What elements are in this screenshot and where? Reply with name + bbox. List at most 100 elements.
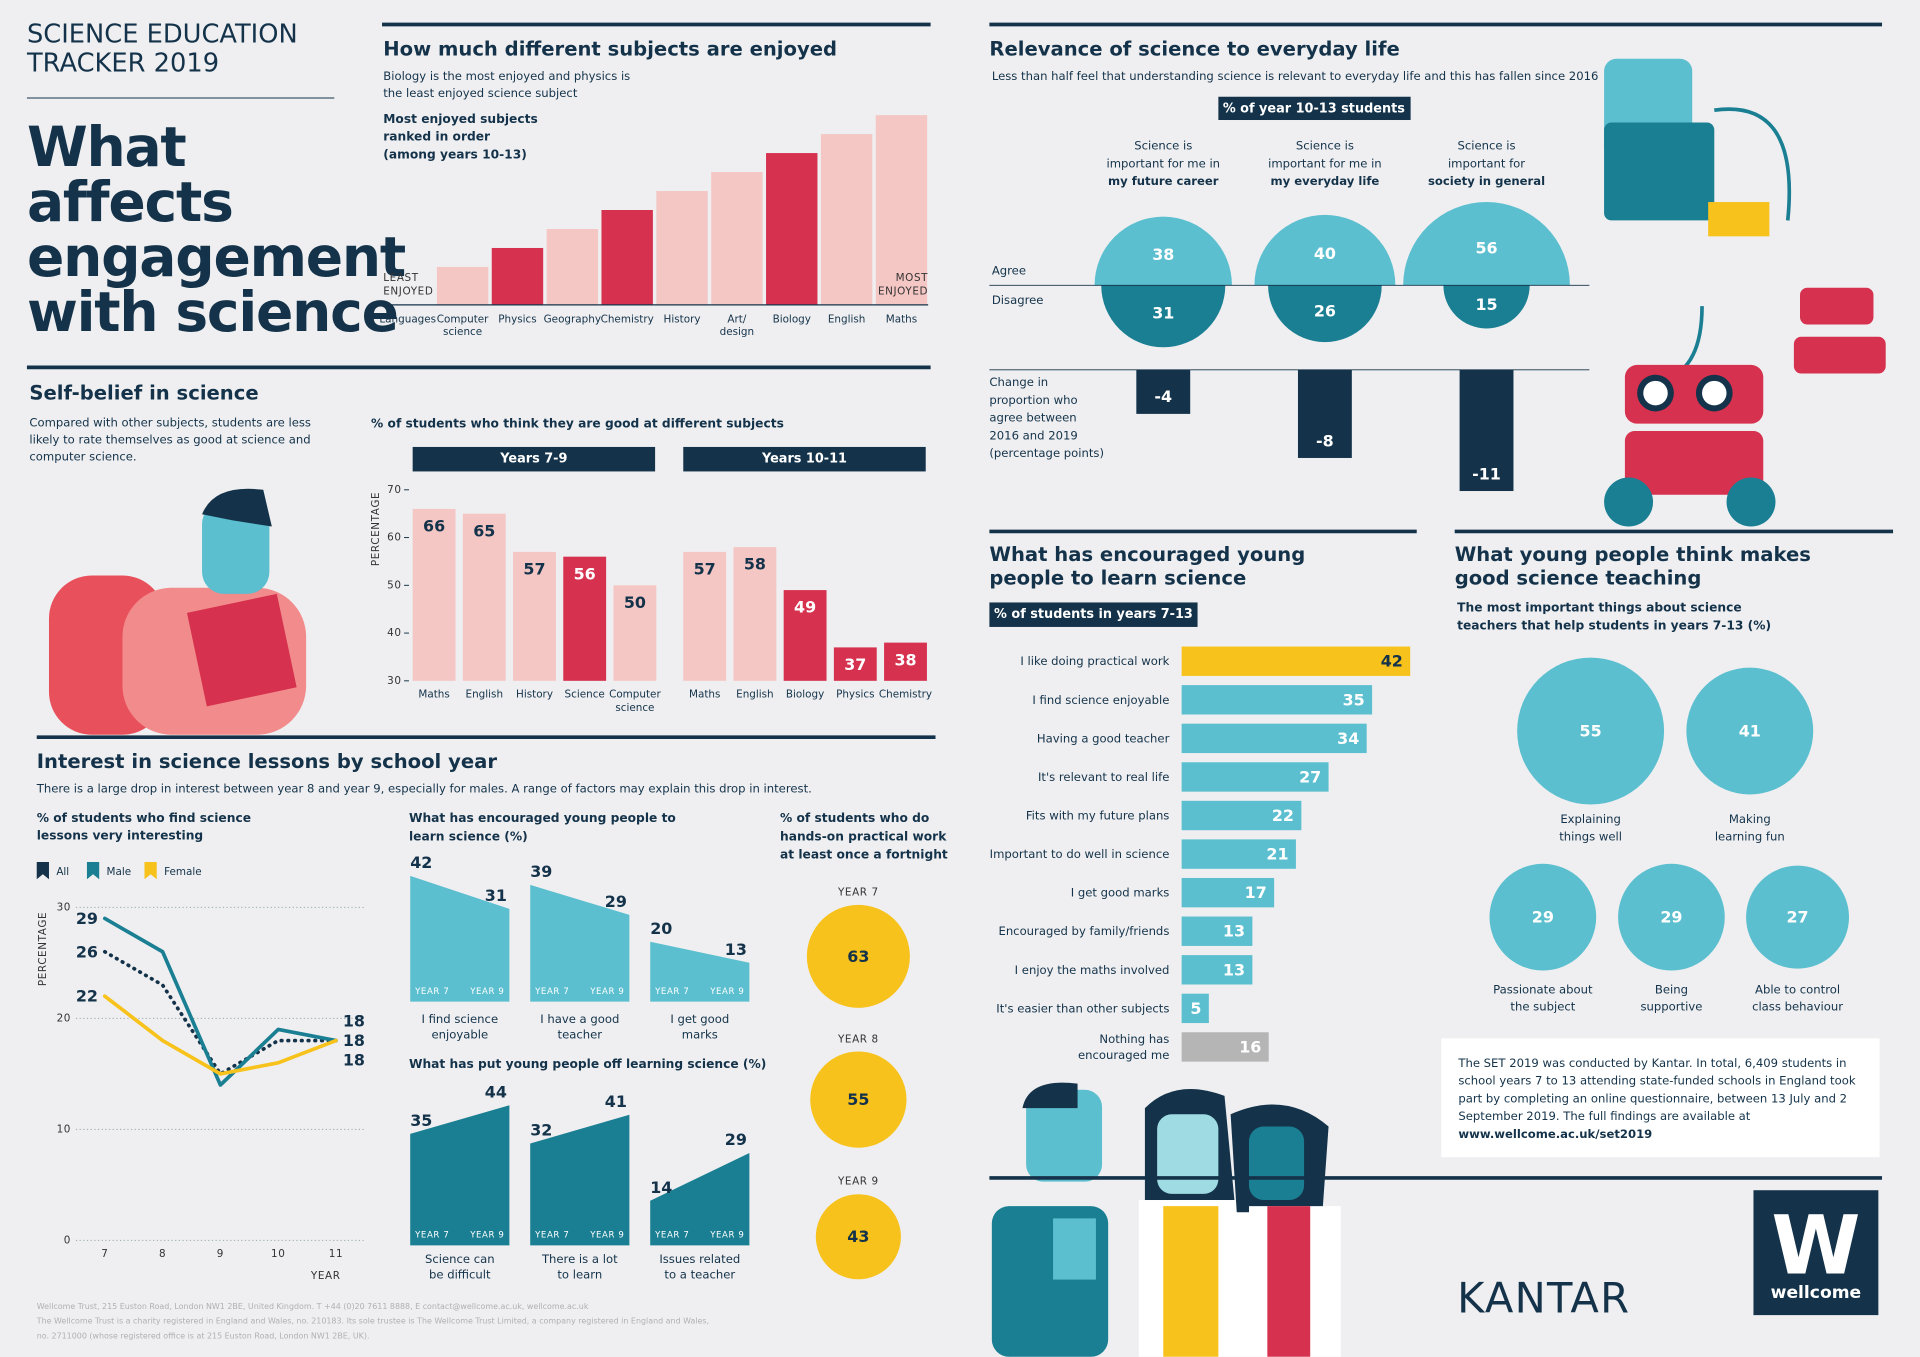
category-label: to a teacher (664, 1268, 735, 1282)
wellcome-mark: W (1771, 1200, 1860, 1294)
category-label: I find science (421, 1012, 498, 1026)
x-tick-label: Maths (418, 688, 449, 700)
semicircle (1254, 214, 1396, 286)
x-axis-label: YEAR (310, 1270, 341, 1282)
bar (1181, 993, 1209, 1024)
value-label: 13 (725, 940, 747, 959)
column-label: my everyday life (1271, 174, 1380, 188)
chart-label: (among years 10-13) (383, 147, 527, 161)
value-label: 13 (1223, 922, 1245, 941)
value-label: 42 (1381, 652, 1403, 671)
y-tick-label: 30 (57, 901, 71, 913)
category-label: encouraged me (1078, 1048, 1169, 1062)
column-label: Science is (1134, 139, 1192, 153)
value-label: 39 (530, 862, 552, 881)
badge (1218, 96, 1411, 121)
value-label: 66 (423, 517, 445, 536)
y-tick-label: 0 (64, 1234, 71, 1246)
category-label: Having a good teacher (1037, 731, 1170, 745)
category-label: I enjoy the maths involved (1015, 963, 1170, 977)
y-tick-label: 20 (57, 1012, 71, 1024)
y-tick-label: 50 (387, 579, 401, 591)
value-label: 14 (650, 1178, 672, 1197)
category-label: Issues related (659, 1252, 740, 1266)
chart-subtitle: % of students who think they are good at… (371, 417, 784, 431)
bar (711, 172, 763, 305)
end-label: 18 (343, 1011, 365, 1030)
value-label: 44 (485, 1082, 507, 1101)
semicircle (1403, 202, 1570, 286)
wellcome-word: wellcome (1771, 1283, 1862, 1303)
chart-subtitle: The most important things about science (1457, 600, 1742, 614)
value-label: 27 (1299, 767, 1321, 786)
value-label: 31 (485, 886, 507, 905)
x-tick-label: Maths (689, 688, 720, 700)
series-label: YEAR 9 (709, 1231, 744, 1241)
slope-area (650, 941, 750, 1002)
bar (1181, 839, 1296, 869)
value-label: 34 (1337, 729, 1359, 748)
column-label: my future career (1108, 174, 1219, 188)
row-label: Agree (992, 264, 1026, 278)
bar (1181, 955, 1253, 985)
value-label: -8 (1316, 431, 1334, 450)
value-label: 5 (1190, 999, 1201, 1018)
x-tick-label: 9 (217, 1248, 224, 1260)
value-label: 35 (1343, 690, 1365, 709)
category-label: to learn (557, 1268, 602, 1282)
value-label: 37 (844, 655, 866, 674)
slope-area (530, 884, 630, 1002)
chart-description: likely to rate themselves as good at sci… (29, 433, 310, 447)
group-badge (412, 446, 656, 472)
axis-end-label: MOST (896, 272, 929, 284)
bar (601, 210, 653, 305)
column-label: Science is (1458, 139, 1516, 153)
header-kicker: SCIENCE EDUCATION (27, 19, 298, 49)
chart-title: hands-on practical work (780, 829, 947, 843)
bar (513, 551, 556, 681)
robot-eye (1643, 380, 1668, 406)
category-label: Passionate about (1493, 982, 1593, 996)
x-tick-label: Geography (544, 314, 601, 326)
category-label: Encouraged by family/friends (998, 924, 1169, 938)
series-label: YEAR 9 (589, 1231, 624, 1241)
chart-title: people to learn science (989, 566, 1246, 589)
bar (613, 585, 657, 681)
value-label: 65 (473, 521, 495, 540)
small-robot (1800, 287, 1874, 325)
axis-end-label: ENJOYED (878, 285, 928, 297)
x-tick-label: Maths (886, 314, 917, 326)
bubble (1517, 657, 1665, 805)
series-label: YEAR 9 (469, 1231, 504, 1241)
semicircle (1101, 285, 1226, 348)
legend-swatch (36, 862, 49, 880)
value-label: 21 (1266, 845, 1288, 864)
bar (1181, 762, 1329, 792)
bubble (806, 904, 910, 1008)
footer-text: The Wellcome Trust is a charity register… (36, 1317, 709, 1326)
row-label: proportion who (989, 393, 1077, 407)
category-label: Nothing has (1099, 1032, 1169, 1046)
value-label: 55 (1580, 722, 1602, 741)
category-label: supportive (1640, 1000, 1702, 1014)
badge-text: % of students in years 7-13 (994, 607, 1193, 622)
change-bar (1459, 369, 1514, 492)
series-label: YEAR 7 (534, 1231, 569, 1241)
category-label: class behaviour (1752, 1000, 1843, 1014)
bubble (815, 1194, 901, 1280)
series-label: YEAR 9 (469, 987, 504, 997)
category-label: Making (1729, 812, 1771, 826)
y-axis-label: PERCENTAGE (37, 912, 49, 986)
category-label: It's relevant to real life (1038, 770, 1169, 784)
category-label: enjoyable (431, 1028, 488, 1042)
chart-subtitle: % of students who find science (37, 811, 251, 825)
bar (563, 556, 607, 681)
x-tick-label: Languages (379, 314, 436, 326)
category-label: I find science enjoyable (1032, 693, 1169, 707)
column-label: important for me in (1106, 156, 1220, 170)
category-label: Fits with my future plans (1026, 809, 1170, 823)
category-label: Science can (425, 1252, 495, 1266)
group-label: Years 7-9 (499, 452, 567, 467)
